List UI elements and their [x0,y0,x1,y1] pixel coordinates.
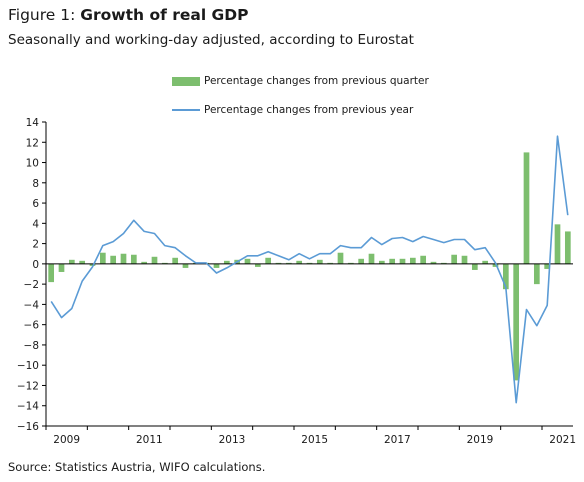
x-tick-label: 2011 [136,434,163,446]
bar [430,261,437,264]
legend-item-year: Percentage changes from previous year [172,104,413,116]
bar [58,263,65,272]
legend-label-quarter: Percentage changes from previous quarter [204,75,429,87]
bar [79,260,86,264]
bar [358,258,365,264]
legend-label-year: Percentage changes from previous year [204,104,414,116]
y-tick-label: 8 [32,178,39,190]
bar [275,262,282,264]
x-tick-label: 2013 [219,434,246,446]
bar [48,263,55,283]
y-tick-label: −4 [24,299,40,311]
bar [213,263,220,268]
y-tick-label: −16 [17,421,39,433]
y-tick-label: −12 [17,380,39,392]
source-note: Source: Statistics Austria, WIFO calcula… [8,460,266,474]
bar [461,255,468,264]
x-tick-label: 2015 [301,434,328,446]
bar [544,263,551,269]
x-tick-label: 2019 [467,434,494,446]
bar [265,257,272,264]
figure-title: Figure 1: Growth of real GDP [8,6,249,24]
legend-bar-swatch [172,76,200,86]
figure-subtitle: Seasonally and working-day adjusted, acc… [8,32,414,48]
bar [141,261,148,264]
x-tick-label: 2017 [384,434,411,446]
y-tick-label: 12 [26,137,39,149]
y-tick-label: −6 [24,320,40,332]
bar [471,263,478,270]
legend-item-quarter: Percentage changes from previous quarter [172,75,429,87]
bar [296,260,303,264]
bar [99,252,106,264]
bar [513,263,520,381]
bar [327,262,334,264]
bar [316,259,323,264]
bar [420,255,427,264]
bar [68,259,75,264]
bar [244,258,251,264]
bar [130,254,137,264]
bar [151,256,158,264]
y-tick-label: −2 [24,279,39,291]
bar [440,262,447,264]
y-tick-label: 4 [32,218,39,230]
bar [347,262,354,264]
legend-line-swatch [172,109,200,111]
y-tick-label: −10 [17,360,39,372]
bar [223,260,230,264]
x-tick-label: 2021 [549,434,576,446]
y-tick-label: 2 [32,239,39,251]
bar [523,152,530,264]
y-tick-label: 14 [26,117,40,129]
y-tick-label: −8 [24,340,39,352]
bar [110,255,117,264]
bar [378,260,385,264]
y-tick-label: 6 [32,198,39,210]
bar [492,263,499,267]
bar [120,253,127,264]
bar [564,231,571,264]
line-series-yoy [50,135,569,404]
bar [389,258,396,264]
bar [533,263,540,285]
bar [368,253,375,264]
bar [254,263,261,267]
bar [451,254,458,264]
bar [172,257,179,264]
bar [182,263,189,268]
bar [285,262,292,264]
bar [161,262,168,264]
figure-title-prefix: Figure 1: [8,6,81,24]
y-tick-label: 10 [26,158,39,170]
bar [409,257,416,264]
bar [502,263,509,290]
y-tick-label: −14 [17,401,39,413]
figure-title-bold: Growth of real GDP [80,6,249,24]
bar [399,258,406,264]
bar [337,252,344,264]
bar [554,224,561,264]
bar [89,263,96,266]
bar [482,260,489,264]
x-tick-label: 2009 [53,434,80,446]
y-tick-label: 0 [32,259,39,271]
bar [306,262,313,264]
